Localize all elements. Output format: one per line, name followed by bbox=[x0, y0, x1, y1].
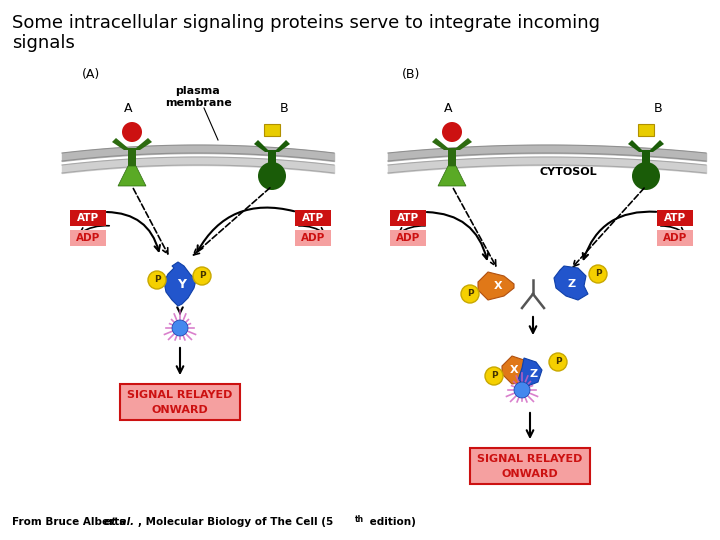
Circle shape bbox=[461, 285, 479, 303]
Text: P: P bbox=[595, 269, 601, 279]
Circle shape bbox=[122, 122, 142, 142]
Polygon shape bbox=[254, 140, 268, 152]
Polygon shape bbox=[136, 138, 152, 150]
Bar bbox=[295, 230, 331, 246]
Polygon shape bbox=[502, 356, 528, 384]
Text: ADP: ADP bbox=[396, 233, 420, 243]
Text: P: P bbox=[554, 357, 562, 367]
Bar bbox=[70, 210, 106, 226]
Text: plasma
membrane: plasma membrane bbox=[165, 86, 231, 107]
Text: ONWARD: ONWARD bbox=[152, 405, 208, 415]
Circle shape bbox=[148, 271, 166, 289]
Text: edition): edition) bbox=[366, 517, 416, 527]
Text: Z: Z bbox=[530, 369, 538, 379]
Polygon shape bbox=[456, 138, 472, 150]
Text: (B): (B) bbox=[402, 68, 420, 81]
Text: SIGNAL RELAYED: SIGNAL RELAYED bbox=[477, 454, 582, 464]
Text: SIGNAL RELAYED: SIGNAL RELAYED bbox=[127, 390, 233, 400]
Text: P: P bbox=[199, 272, 205, 280]
Text: ATP: ATP bbox=[664, 213, 686, 223]
Circle shape bbox=[172, 320, 188, 336]
Bar bbox=[448, 148, 456, 166]
Circle shape bbox=[549, 353, 567, 371]
Polygon shape bbox=[518, 358, 542, 386]
Polygon shape bbox=[276, 140, 290, 152]
Text: ADP: ADP bbox=[301, 233, 325, 243]
Text: ATP: ATP bbox=[397, 213, 419, 223]
Polygon shape bbox=[112, 138, 128, 150]
Text: ADP: ADP bbox=[76, 233, 100, 243]
Text: P: P bbox=[153, 275, 161, 285]
Polygon shape bbox=[432, 138, 448, 150]
Text: From Bruce Alberts: From Bruce Alberts bbox=[12, 517, 129, 527]
Polygon shape bbox=[554, 266, 588, 300]
Text: P: P bbox=[491, 372, 498, 381]
Bar bbox=[657, 210, 693, 226]
Text: A: A bbox=[444, 102, 452, 114]
Text: ONWARD: ONWARD bbox=[502, 469, 559, 479]
Bar bbox=[268, 150, 276, 176]
Text: ADP: ADP bbox=[663, 233, 687, 243]
Bar bbox=[638, 124, 654, 136]
Polygon shape bbox=[478, 272, 514, 300]
Text: (A): (A) bbox=[82, 68, 100, 81]
Circle shape bbox=[258, 162, 286, 190]
Bar bbox=[657, 230, 693, 246]
Bar bbox=[470, 448, 590, 484]
Text: X: X bbox=[494, 281, 503, 291]
Text: CYTOSOL: CYTOSOL bbox=[540, 167, 598, 177]
Text: et al.: et al. bbox=[104, 517, 134, 527]
Bar bbox=[295, 210, 331, 226]
Circle shape bbox=[442, 122, 462, 142]
Circle shape bbox=[485, 367, 503, 385]
Text: X: X bbox=[510, 365, 518, 375]
Text: P: P bbox=[467, 289, 473, 299]
Text: th: th bbox=[355, 515, 364, 524]
Text: , Molecular Biology of The Cell (5: , Molecular Biology of The Cell (5 bbox=[138, 517, 333, 527]
Circle shape bbox=[514, 382, 530, 398]
Polygon shape bbox=[164, 262, 196, 306]
Text: B: B bbox=[279, 102, 288, 114]
Circle shape bbox=[193, 267, 211, 285]
Text: signals: signals bbox=[12, 34, 75, 52]
Bar bbox=[264, 124, 280, 136]
Text: Y: Y bbox=[178, 278, 186, 291]
Bar bbox=[390, 230, 426, 246]
Bar bbox=[70, 230, 106, 246]
Polygon shape bbox=[628, 140, 642, 152]
Text: A: A bbox=[124, 102, 132, 114]
Polygon shape bbox=[118, 166, 146, 186]
Text: Z: Z bbox=[568, 279, 576, 289]
Text: ATP: ATP bbox=[302, 213, 324, 223]
Text: B: B bbox=[654, 102, 662, 114]
Circle shape bbox=[589, 265, 607, 283]
Text: Some intracellular signaling proteins serve to integrate incoming: Some intracellular signaling proteins se… bbox=[12, 14, 600, 32]
Polygon shape bbox=[438, 166, 466, 186]
Text: ATP: ATP bbox=[77, 213, 99, 223]
Polygon shape bbox=[650, 140, 664, 152]
Bar bbox=[128, 148, 136, 166]
Bar bbox=[120, 384, 240, 420]
Bar bbox=[642, 150, 650, 176]
Circle shape bbox=[632, 162, 660, 190]
Bar bbox=[390, 210, 426, 226]
